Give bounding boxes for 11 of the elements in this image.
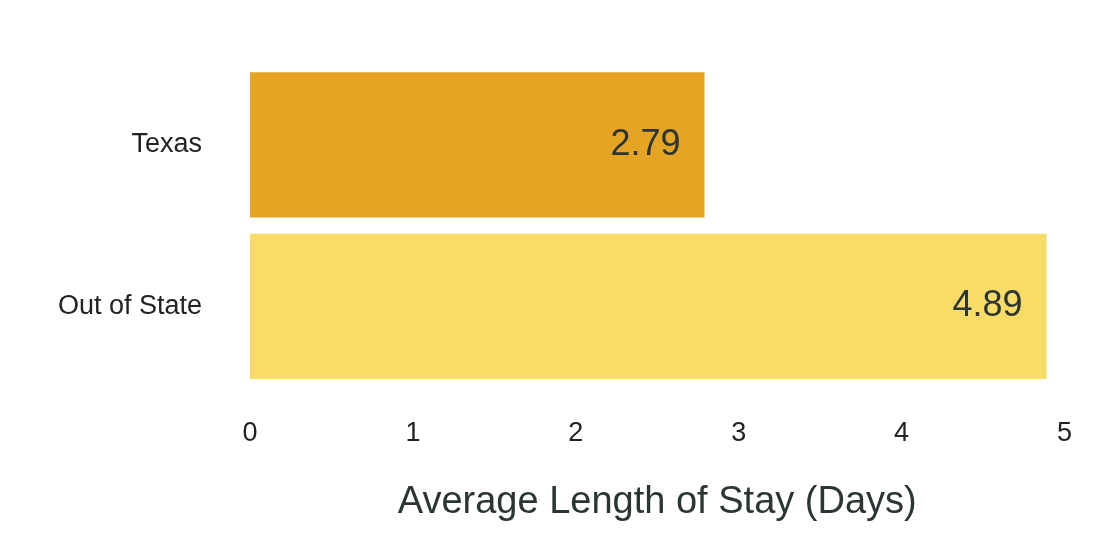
y-tick-label: Out of State: [57, 289, 202, 320]
x-tick-label: 0: [242, 416, 258, 447]
x-tick-label: 4: [894, 416, 910, 447]
x-tick-label: 5: [1056, 416, 1073, 447]
x-tick-label: 1: [405, 416, 421, 447]
x-tick-label: 3: [731, 416, 747, 447]
x-axis-title: Average Length of Stay (Days): [397, 478, 917, 521]
y-tick-label: Texas: [131, 128, 202, 159]
data-label: 4.89: [952, 283, 1023, 325]
data-label: 2.79: [610, 121, 681, 163]
x-tick-label: 2: [568, 416, 584, 447]
